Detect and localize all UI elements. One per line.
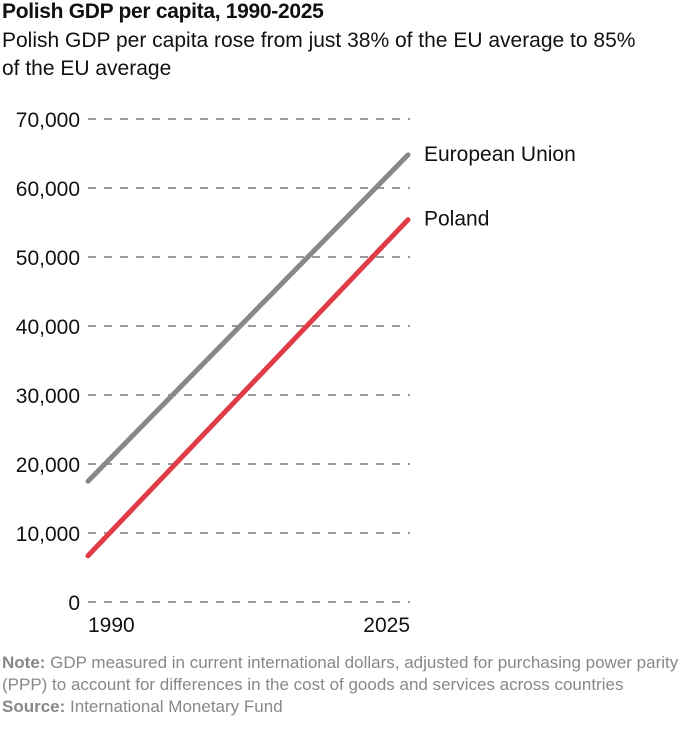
x-tick-label: 2025 <box>363 614 410 637</box>
note: Note: GDP measured in current internatio… <box>2 652 686 696</box>
note-label: Note: <box>2 653 46 672</box>
series-label: European Union <box>424 143 576 166</box>
y-tick-label: 50,000 <box>16 247 80 270</box>
chart-title: Polish GDP per capita, 1990-2025 <box>2 0 324 23</box>
source-text: International Monetary Fund <box>65 697 283 716</box>
source-label: Source: <box>2 697 66 716</box>
y-tick-label: 20,000 <box>16 454 80 477</box>
chart-subtitle: Polish GDP per capita rose from just 38%… <box>2 29 636 80</box>
line-chart: 0 10,000 20,000 30,000 40,000 50,000 60,000 70,… <box>16 109 576 637</box>
y-tick-label: 30,000 <box>16 385 80 408</box>
note-text: GDP measured in current international do… <box>2 653 679 694</box>
y-tick-label: 10,000 <box>16 523 80 546</box>
source: Source: International Monetary Fund <box>2 696 686 718</box>
series-label: Poland <box>424 208 489 231</box>
chart-notes: Note: GDP measured in current internatio… <box>2 652 686 718</box>
series-line-poland <box>85 217 411 559</box>
series-line-european-union <box>85 152 411 484</box>
x-tick-label: 1990 <box>88 614 135 637</box>
y-tick-label: 0 <box>68 592 80 615</box>
y-tick-label: 70,000 <box>16 109 80 132</box>
y-tick-label: 40,000 <box>16 316 80 339</box>
y-tick-label: 60,000 <box>16 178 80 201</box>
